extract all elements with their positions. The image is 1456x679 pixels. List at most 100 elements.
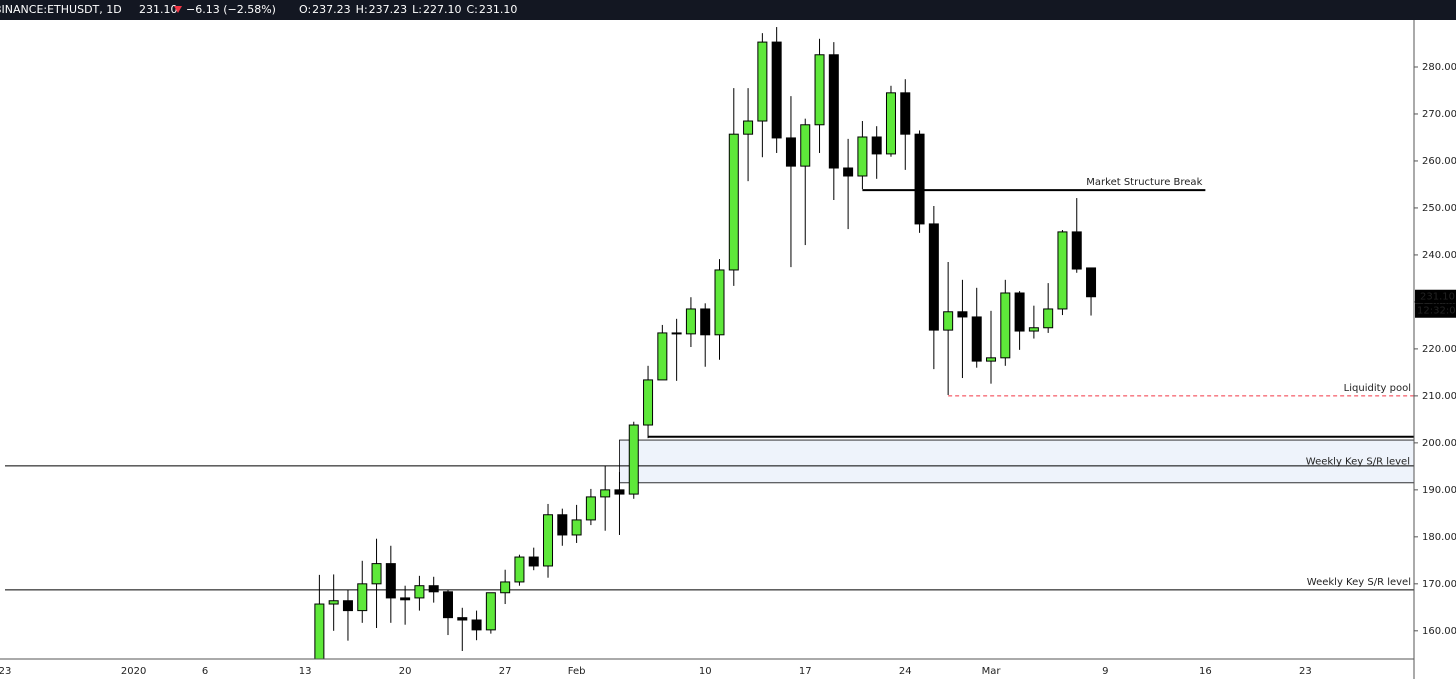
candle-body — [1000, 292, 1011, 359]
candle-body — [771, 41, 782, 139]
ohlc-value: 237.23 — [369, 3, 408, 16]
candle-body — [900, 92, 911, 135]
candle-body — [800, 124, 811, 167]
candle-body — [957, 311, 968, 318]
x-tick-label: 17 — [799, 666, 812, 677]
last-price-tag — [1415, 289, 1456, 304]
y-tick-label: 190.00 — [1422, 485, 1456, 496]
candle-body — [700, 308, 711, 336]
x-tick-label: 9 — [1102, 666, 1108, 677]
candle-body — [400, 597, 411, 601]
ohlc-value: 231.10 — [479, 3, 518, 16]
candle-body — [757, 41, 768, 122]
level-label: Weekly Key S/R level — [1307, 577, 1411, 588]
candle-body — [371, 563, 382, 585]
candle-body — [514, 556, 525, 583]
y-tick-label: 270.00 — [1422, 109, 1456, 120]
x-tick-label: 24 — [899, 666, 912, 677]
candle-body — [442, 591, 453, 619]
countdown-tag — [1415, 303, 1456, 318]
ohlc-label: L: — [412, 3, 422, 16]
x-tick-label: Mar — [982, 666, 1002, 677]
candle-body — [428, 585, 439, 593]
candle-body — [643, 379, 654, 426]
candle-body — [500, 581, 511, 594]
candle-body — [357, 583, 368, 612]
plot: Weekly Key S/R level Market Structure Bre… — [5, 27, 1414, 659]
candle-body — [457, 617, 468, 621]
y-tick-label: 170.00 — [1422, 579, 1456, 590]
candle-body — [814, 54, 825, 126]
candle-body — [785, 137, 796, 167]
ohlc-value: 227.10 — [423, 3, 462, 16]
x-tick-label: 23 — [0, 666, 11, 677]
candle-body — [828, 54, 839, 169]
candle-body — [728, 133, 739, 271]
candle-body — [1086, 267, 1097, 298]
candle-body — [557, 514, 568, 536]
candle-body — [571, 519, 582, 536]
candle-body — [986, 357, 997, 362]
candle-body — [342, 600, 353, 612]
candle-body — [1071, 231, 1082, 270]
candle-body — [871, 136, 882, 155]
countdown: 12:32:01 — [1417, 306, 1456, 317]
candle-body — [414, 585, 425, 599]
x-tick-label: 16 — [1199, 666, 1212, 677]
ohlc-label: O: — [299, 3, 311, 16]
x-tick-label: 13 — [299, 666, 312, 677]
x-tick-label: 2020 — [121, 666, 146, 677]
change: −6.13 (−2.58%) — [186, 3, 276, 16]
candle-body — [1014, 292, 1025, 332]
candle-body — [843, 167, 854, 177]
candle-body — [928, 223, 939, 331]
candle-body — [485, 592, 496, 631]
candle-body — [600, 489, 611, 498]
last-price-label: 231.10 — [1420, 292, 1455, 303]
candle-body — [328, 600, 339, 605]
candle-body — [543, 514, 554, 567]
candle-body — [614, 489, 625, 495]
candle-body — [857, 136, 868, 177]
ohlc-label: C: — [467, 3, 478, 16]
ohlc-label: H: — [356, 3, 368, 16]
ohlc-value: 237.23 — [312, 3, 351, 16]
x-tick-label: 23 — [1299, 666, 1312, 677]
candle-body — [528, 556, 539, 567]
level-label: Market Structure Break — [1086, 177, 1202, 188]
y-tick-label: 180.00 — [1422, 532, 1456, 543]
y-tick-label: 280.00 — [1422, 62, 1456, 73]
candle-body — [685, 308, 696, 335]
candle-body — [971, 316, 982, 362]
x-tick-label: Feb — [568, 666, 586, 677]
header: BINANCE:ETHUSDT, 1D 231.10 −6.13 (−2.58%… — [0, 0, 1456, 20]
down-arrow — [174, 6, 182, 13]
candle-body — [314, 603, 325, 659]
y-tick-label: 220.00 — [1422, 344, 1456, 355]
candle-body — [914, 133, 925, 225]
y-tick-label: 200.00 — [1422, 438, 1456, 449]
header-bar — [0, 0, 1456, 20]
y-tick-label: 250.00 — [1422, 203, 1456, 214]
candle-body — [743, 120, 754, 135]
candle-body — [885, 92, 896, 155]
symbol: BINANCE:ETHUSDT, 1D — [0, 3, 122, 16]
candle-body — [471, 619, 482, 631]
y-tick-label: 240.00 — [1422, 250, 1456, 261]
zone-label: Weekly Key S/R level — [1306, 456, 1410, 467]
x-tick-label: 20 — [399, 666, 412, 677]
y-tick-label: 160.00 — [1422, 626, 1456, 637]
price: 231.10 — [139, 3, 178, 16]
candle-body — [714, 269, 725, 336]
zone — [619, 439, 1414, 484]
x-tick-label: 6 — [202, 666, 208, 677]
candle-body — [943, 311, 954, 331]
candle-body — [1043, 308, 1054, 329]
level-label: Liquidity pool — [1344, 383, 1411, 394]
candle-body — [1057, 231, 1068, 310]
candle-body — [657, 332, 668, 381]
x-tick-label: 27 — [499, 666, 512, 677]
candle-body — [671, 332, 682, 335]
